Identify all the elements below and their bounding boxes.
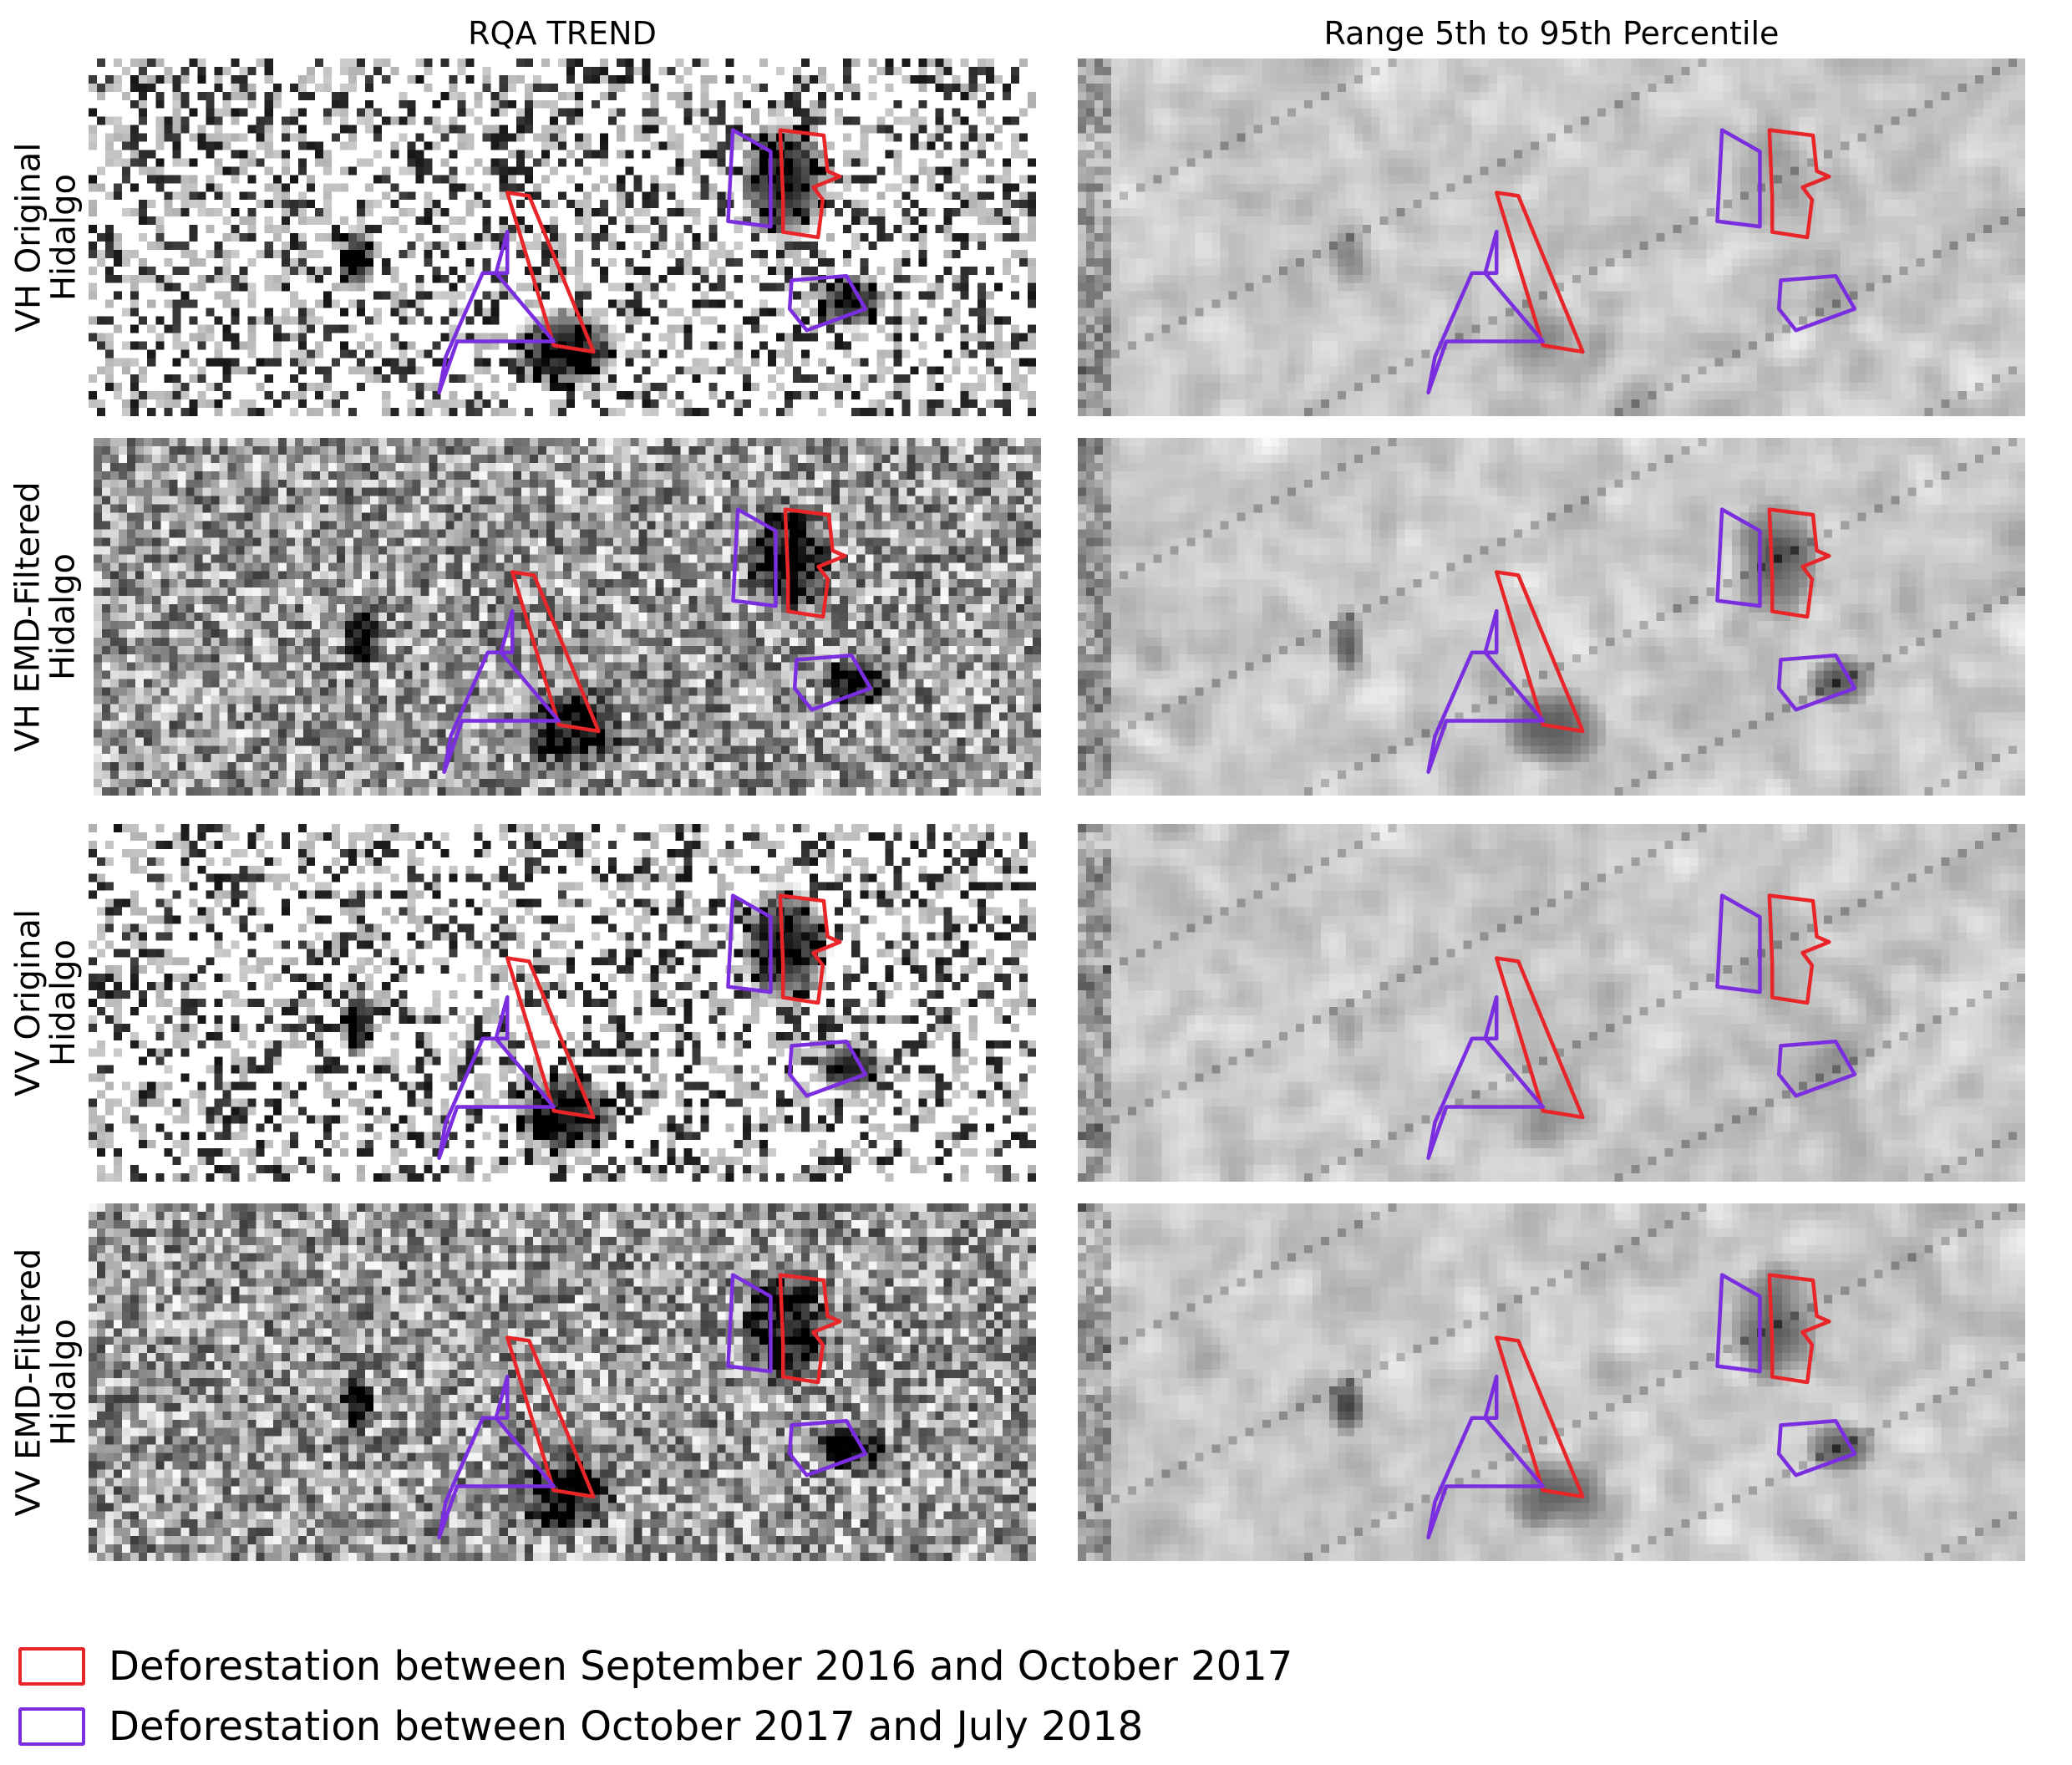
panel-range-vh-original (1078, 58, 2025, 416)
panel-range-vh-emd-filtered (1078, 438, 2025, 796)
deforestation-polygons (1078, 824, 2025, 1182)
red-polygon-top (1770, 896, 1829, 1003)
deforestation-polygons (89, 824, 1036, 1182)
red-polygon-triangle (1496, 572, 1582, 731)
purple-polygon-top (1717, 1275, 1760, 1372)
red-polygon-triangle (507, 959, 593, 1117)
purple-polygon-small (790, 1041, 866, 1096)
purple-polygon-top (728, 1275, 770, 1372)
deforestation-polygons (89, 1203, 1036, 1561)
purple-polygon-triangle (1429, 1376, 1543, 1538)
panel-rqa-vh-emd-filtered (94, 438, 1041, 796)
row-label-vh-original: VH Original Hidalgo (9, 142, 83, 333)
legend-item-2016-2017: Deforestation between September 2016 and… (18, 1636, 1292, 1696)
purple-polygon-top (728, 896, 770, 993)
purple-polygon-small (790, 276, 866, 330)
deforestation-polygons (89, 58, 1036, 416)
red-polygon-top (780, 896, 840, 1003)
purple-polygon-small (1779, 1421, 1855, 1475)
row-label-vv-original: VV Original Hidalgo (9, 909, 83, 1096)
legend-item-2017-2018: Deforestation between October 2017 and J… (18, 1696, 1292, 1757)
column-title-range-percentile: Range 5th to 95th Percentile (1323, 15, 1780, 52)
purple-polygon-small (1779, 276, 1855, 330)
purple-polygon-top (733, 510, 775, 607)
purple-polygon-top (728, 130, 770, 227)
legend-swatch-red (18, 1647, 85, 1686)
red-polygon-top (780, 130, 840, 237)
deforestation-polygons (1078, 438, 2025, 796)
purple-polygon-triangle (1429, 611, 1543, 772)
purple-polygon-top (1717, 130, 1760, 227)
purple-polygon-triangle (1429, 997, 1543, 1158)
purple-polygon-top (1717, 896, 1760, 993)
purple-polygon-triangle (439, 231, 554, 393)
panel-rqa-vh-original (89, 58, 1036, 416)
legend-label-2017-2018: Deforestation between October 2017 and J… (109, 1703, 1144, 1750)
purple-polygon-small (1779, 1041, 1855, 1096)
column-title-rqa-trend: RQA TREND (468, 15, 657, 52)
deforestation-polygons (1078, 1203, 2025, 1561)
purple-polygon-small (1779, 655, 1855, 710)
purple-polygon-top (1717, 510, 1760, 607)
purple-polygon-triangle (439, 997, 554, 1158)
legend: Deforestation between September 2016 and… (18, 1636, 1292, 1757)
panel-range-vv-original (1078, 824, 2025, 1182)
purple-polygon-small (790, 1421, 866, 1475)
red-polygon-triangle (1496, 193, 1582, 352)
row-label-vv-emd-filtered: VV EMD-Filtered Hidalgo (9, 1248, 83, 1517)
purple-polygon-triangle (439, 1376, 554, 1538)
purple-polygon-small (795, 655, 871, 710)
red-polygon-top (1770, 1275, 1829, 1382)
panel-range-vv-emd-filtered (1078, 1203, 2025, 1561)
red-polygon-triangle (507, 193, 593, 352)
panel-rqa-vv-original (89, 824, 1036, 1182)
row-label-vh-emd-filtered: VH EMD-Filtered Hidalgo (9, 481, 84, 752)
red-polygon-top (785, 510, 845, 617)
red-polygon-triangle (512, 572, 598, 731)
purple-polygon-triangle (444, 611, 559, 772)
deforestation-polygons (1078, 58, 2025, 416)
legend-swatch-purple (18, 1707, 85, 1746)
purple-polygon-triangle (1429, 231, 1543, 393)
red-polygon-triangle (1496, 1338, 1582, 1497)
deforestation-polygons (94, 438, 1041, 796)
red-polygon-top (780, 1275, 840, 1382)
red-polygon-triangle (507, 1338, 593, 1497)
panel-rqa-vv-emd-filtered (89, 1203, 1036, 1561)
legend-label-2016-2017: Deforestation between September 2016 and… (109, 1643, 1293, 1690)
red-polygon-triangle (1496, 959, 1582, 1117)
red-polygon-top (1770, 130, 1829, 237)
red-polygon-top (1770, 510, 1829, 617)
